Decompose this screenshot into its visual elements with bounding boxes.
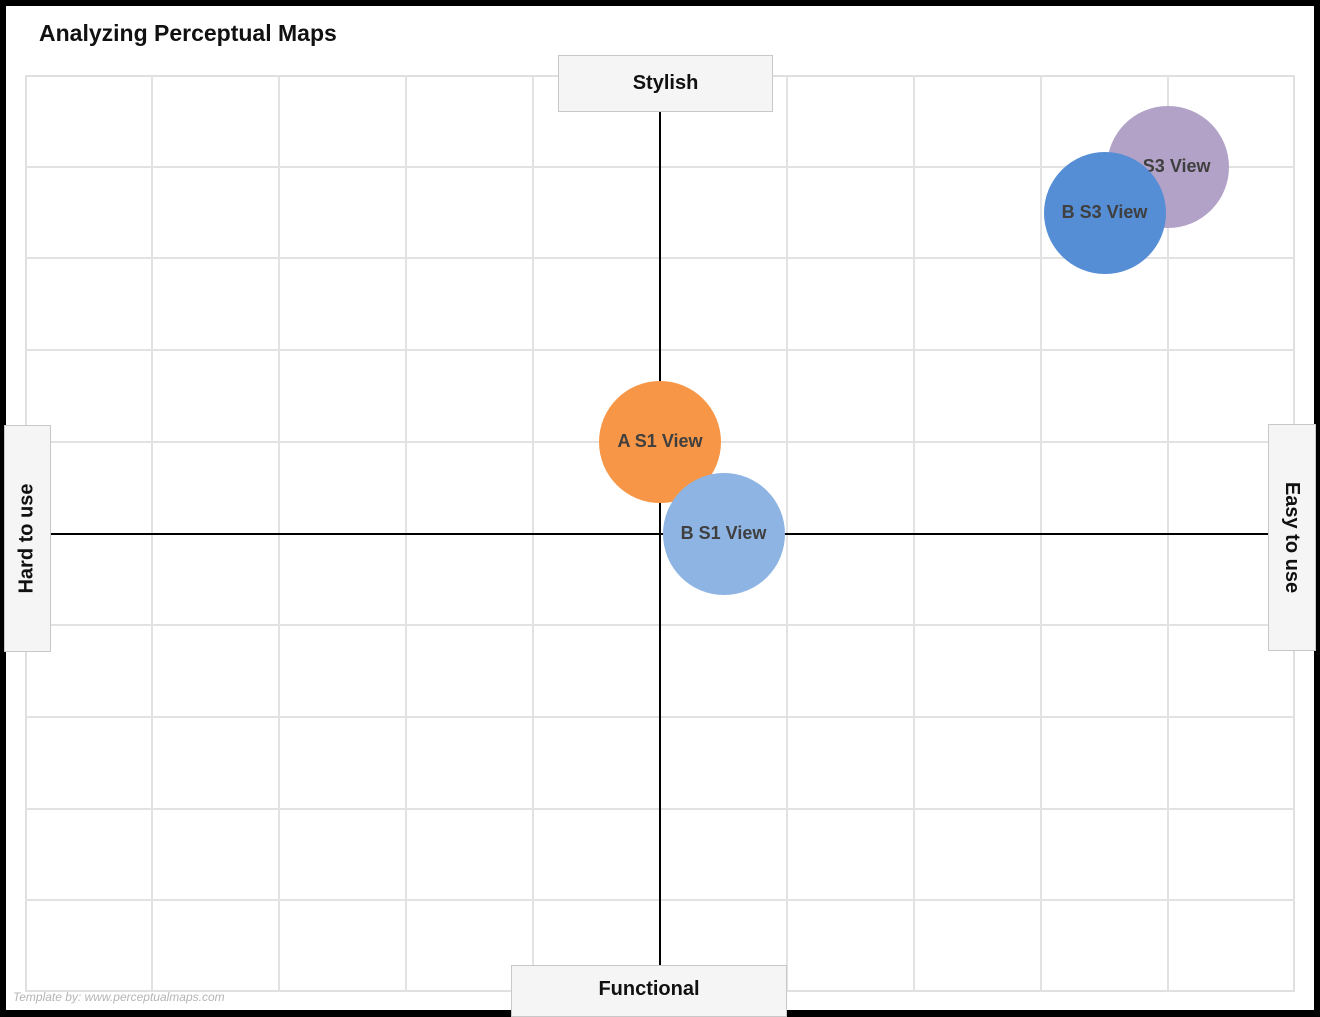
axis-label-top-text: Stylish [632,72,699,94]
axis-label-right-text: Easy to use [1281,481,1304,594]
horizontal-axis-line [50,533,1270,535]
watermark: Template by: www.perceptualmaps.com [13,990,225,1004]
axis-label-bottom: Functional [511,965,787,1017]
bubble-b-s1-view: B S1 View [662,472,785,595]
axis-label-left: Hard to use [4,425,51,652]
axis-label-bottom-text: Functional [598,977,700,1000]
chart-title: Analyzing Perceptual Maps [39,20,337,46]
vertical-axis-line [659,110,661,966]
axis-label-left-text: Hard to use [16,483,38,594]
bubble-b-s3-view: B S3 View [1043,151,1166,274]
axis-label-top: Stylish [558,55,773,112]
axis-label-right: Easy to use [1268,424,1316,651]
